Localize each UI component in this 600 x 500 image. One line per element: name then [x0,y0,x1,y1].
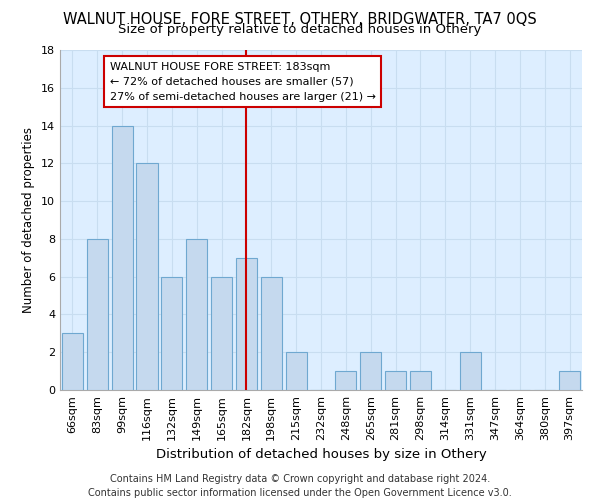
Bar [261,276,282,390]
Bar [460,352,481,390]
Bar [62,334,83,390]
Y-axis label: Number of detached properties: Number of detached properties [22,127,35,313]
Bar [236,258,257,390]
Bar [360,352,381,390]
Bar [559,371,580,390]
Bar [112,126,133,390]
Bar [186,239,207,390]
Bar [211,276,232,390]
Text: WALNUT HOUSE FORE STREET: 183sqm
← 72% of detached houses are smaller (57)
27% o: WALNUT HOUSE FORE STREET: 183sqm ← 72% o… [110,62,376,102]
Bar [161,276,182,390]
X-axis label: Distribution of detached houses by size in Othery: Distribution of detached houses by size … [155,448,487,462]
Bar [410,371,431,390]
Bar [385,371,406,390]
Bar [136,164,158,390]
Text: Contains HM Land Registry data © Crown copyright and database right 2024.
Contai: Contains HM Land Registry data © Crown c… [88,474,512,498]
Text: WALNUT HOUSE, FORE STREET, OTHERY, BRIDGWATER, TA7 0QS: WALNUT HOUSE, FORE STREET, OTHERY, BRIDG… [63,12,537,28]
Bar [87,239,108,390]
Text: Size of property relative to detached houses in Othery: Size of property relative to detached ho… [118,22,482,36]
Bar [286,352,307,390]
Bar [335,371,356,390]
